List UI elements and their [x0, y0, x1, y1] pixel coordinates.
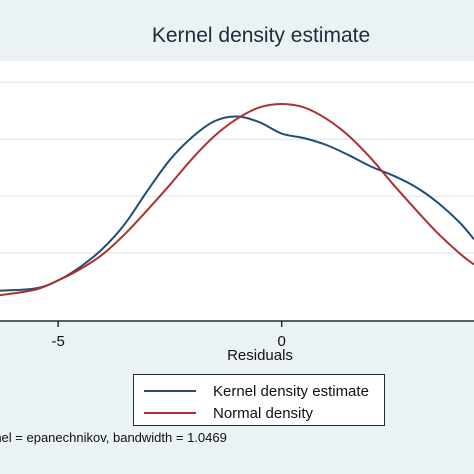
chart-footnote: rnel = epanechnikov, bandwidth = 1.0469	[0, 430, 227, 445]
chart-title: Kernel density estimate	[151, 24, 371, 47]
legend-swatch-kernel	[144, 390, 196, 392]
series-layer	[0, 102, 474, 297]
x-tick-label-1: 0	[277, 333, 286, 350]
legend-item-normal: Normal density	[144, 403, 313, 423]
series-line-kernel-density	[0, 115, 474, 292]
x-axis-ticks	[57, 321, 283, 327]
legend-swatch-normal	[144, 412, 196, 414]
series-line-normal-density	[0, 102, 474, 297]
gridlines	[0, 81, 474, 254]
x-axis-label: Residuals	[227, 347, 293, 364]
legend: Kernel density estimate Normal density	[133, 374, 385, 426]
legend-label-kernel: Kernel density estimate	[213, 382, 369, 400]
plot-area	[0, 61, 474, 321]
legend-label-normal: Normal density	[213, 404, 314, 422]
legend-item-kernel: Kernel density estimate	[144, 381, 369, 401]
x-tick-label-0: -5	[51, 333, 65, 350]
